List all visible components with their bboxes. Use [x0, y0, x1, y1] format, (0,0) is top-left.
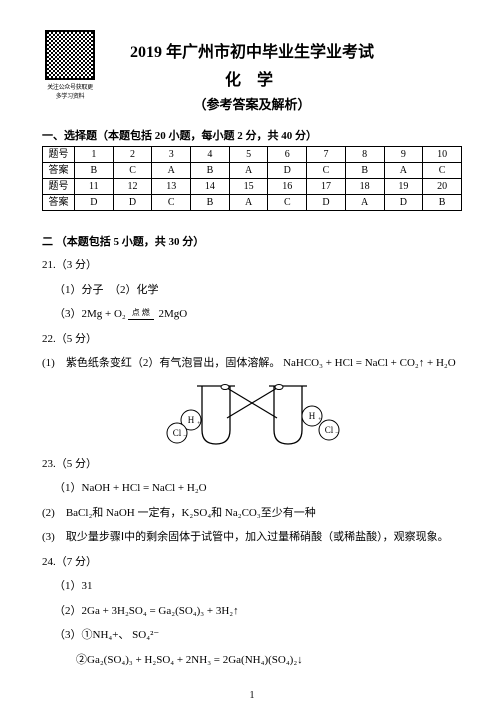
svg-text:⁻: ⁻: [183, 433, 187, 441]
exam-subject: 化 学: [42, 66, 462, 90]
exam-title-year: 2019 年广州市初中毕业生学业考试: [42, 38, 462, 62]
eq-text: 2MgO: [156, 308, 187, 320]
q21-line1: （1）分子 （2）化学: [42, 282, 462, 299]
q24-line3: （3）①NH₄+、 SO₄²⁻: [42, 627, 462, 644]
qr-code-icon: [45, 30, 95, 80]
row-label: 答案: [43, 195, 75, 211]
table-row: 题号 12345678910: [43, 147, 462, 163]
q23-line2: (2) BaCl₂和 NaOH 一定有，K₂SO₄和 Na₂CO₃至少有一种: [42, 505, 462, 522]
q23-head: 23.（5 分）: [42, 456, 462, 473]
section-2-title: 二 （本题包括 5 小题，共 30 分）: [42, 233, 462, 249]
answer-table: 题号 12345678910 答案 BCABADCBAC 题号 11121314…: [42, 146, 462, 211]
table-row: 答案 DDCBACDADB: [43, 195, 462, 211]
svg-text:⁺: ⁺: [197, 420, 201, 428]
reaction-condition: 点 燃: [128, 307, 154, 320]
exam-subtitle: （参考答案及解析）: [42, 94, 462, 113]
q23-line3: (3) 取少量步骤Ⅰ中的剩余固体于试管中，加入过量稀硝酸（或稀盐酸），观察现象。: [42, 529, 462, 546]
svg-text:⁺: ⁺: [318, 416, 322, 424]
svg-text:H: H: [309, 411, 316, 421]
table-row: 答案 BCABADCBAC: [43, 163, 462, 179]
svg-text:H: H: [188, 415, 195, 425]
q24-head: 24.（7 分）: [42, 554, 462, 571]
q24-line2: （2）2Ga + 3H₂SO₄ = Ga₂(SO₄)₃ + 3H₂↑: [42, 603, 462, 620]
svg-text:Cl: Cl: [325, 425, 334, 435]
test-tube-diagram: H Cl ⁺ ⁻ H Cl ⁺ ⁻: [42, 378, 462, 448]
q24-line4: ②Ga₂(SO₄)₃ + H₂SO₄ + 2NH₃ = 2Ga(NH₄)(SO₄…: [42, 652, 462, 669]
q22-line1: (1) 紫色纸条变红（2）有气泡冒出，固体溶解。 NaHCO₃ + HCl = …: [42, 355, 462, 372]
qr-code-box: 关注公众号获取更多学习资料: [45, 30, 95, 100]
q24-line1: （1）31: [42, 578, 462, 595]
row-label: 答案: [43, 163, 75, 179]
q21-line2: （3）2Mg + O₂点 燃 2MgO: [42, 306, 462, 323]
svg-text:⁻: ⁻: [335, 430, 339, 438]
q22-head: 22.（5 分）: [42, 331, 462, 348]
q21-head: 21.（3 分）: [42, 257, 462, 274]
eq-text: （3）2Mg + O₂: [54, 308, 126, 320]
page-number: 1: [0, 690, 504, 701]
section-1-title: 一、选择题（本题包括 20 小题，每小题 2 分，共 40 分）: [42, 127, 462, 143]
qr-caption: 关注公众号获取更多学习资料: [45, 82, 95, 100]
table-row: 题号 11121314151617181920: [43, 179, 462, 195]
q23-line1: （1）NaOH + HCl = NaCl + H₂O: [42, 480, 462, 497]
row-label: 题号: [43, 179, 75, 195]
row-label: 题号: [43, 147, 75, 163]
svg-text:Cl: Cl: [173, 428, 182, 438]
